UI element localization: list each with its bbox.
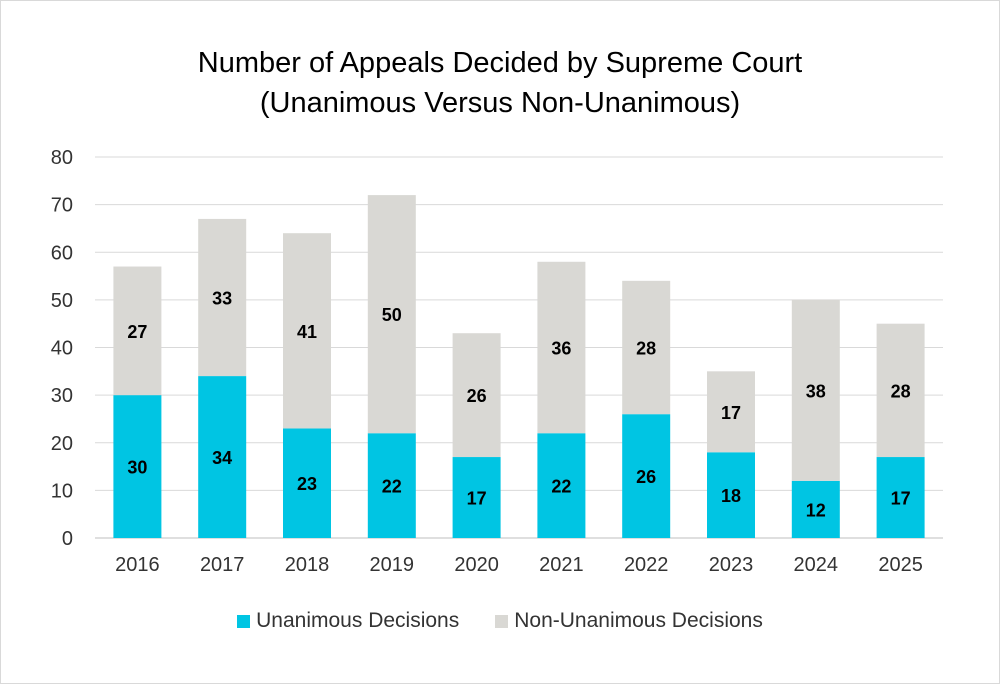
bar-unanimous-2019: [367, 433, 416, 538]
legend-label-non-unanimous: Non-Unanimous Decisions: [514, 609, 763, 632]
bar-unanimous-2017: [198, 376, 247, 538]
bar-non-unanimous-2024: [791, 299, 840, 481]
data-label-non-unanimous-2021: 36: [551, 339, 571, 359]
bar-non-unanimous-2023: [707, 371, 755, 453]
x-tick-label-2017: 2017: [200, 554, 245, 576]
bar-non-unanimous-2020: [452, 333, 501, 458]
data-label-non-unanimous-2016: 27: [127, 322, 147, 342]
x-tick-label-2022: 2022: [624, 554, 669, 576]
data-label-non-unanimous-2022: 28: [636, 339, 656, 359]
bar-unanimous-2018: [283, 428, 331, 538]
x-tick-label-2021: 2021: [539, 554, 584, 576]
data-label-unanimous-2022: 26: [636, 467, 656, 487]
bar-non-unanimous-2021: [537, 261, 586, 434]
y-tick-label-50: 50: [51, 290, 73, 312]
legend-item-non-unanimous: Non-Unanimous Decisions: [495, 609, 763, 633]
x-tick-label-2016: 2016: [115, 554, 160, 576]
x-tick-label-2023: 2023: [709, 554, 754, 576]
chart-subtitle: (Unanimous Versus Non-Unanimous): [259, 87, 741, 119]
legend-item-unanimous: Unanimous Decisions: [237, 609, 459, 633]
y-tick-label-80: 80: [51, 147, 73, 169]
data-label-unanimous-2020: 17: [467, 489, 487, 509]
bar-non-unanimous-2017: [198, 218, 247, 377]
data-label-unanimous-2023: 18: [721, 486, 741, 506]
y-tick-label-60: 60: [51, 242, 73, 264]
bar-unanimous-2023: [707, 452, 755, 538]
data-label-non-unanimous-2025: 28: [891, 381, 911, 401]
bar-non-unanimous-2018: [283, 233, 331, 429]
y-tick-label-0: 0: [62, 528, 73, 550]
data-label-non-unanimous-2017: 33: [212, 288, 232, 308]
bar-unanimous-2024: [791, 480, 840, 538]
data-label-non-unanimous-2019: 50: [382, 305, 402, 325]
bar-non-unanimous-2025: [876, 323, 925, 458]
chart-title: Number of Appeals Decided by Supreme Cou…: [197, 47, 803, 79]
x-tick-label-2020: 2020: [454, 554, 499, 576]
data-label-unanimous-2016: 30: [127, 458, 147, 478]
legend-swatch-unanimous: [237, 614, 251, 628]
chart-legend: Unanimous Decisions Non-Unanimous Decisi…: [0, 609, 1000, 633]
y-tick-label-30: 30: [51, 385, 73, 407]
bar-unanimous-2025: [876, 457, 925, 538]
y-tick-label-10: 10: [51, 480, 73, 502]
data-label-unanimous-2019: 22: [382, 477, 402, 497]
bar-non-unanimous-2016: [113, 266, 162, 396]
y-tick-label-70: 70: [51, 195, 73, 217]
data-label-unanimous-2021: 22: [551, 477, 571, 497]
x-tick-label-2024: 2024: [794, 554, 839, 576]
bar-non-unanimous-2022: [622, 280, 671, 415]
bar-unanimous-2022: [622, 414, 671, 538]
x-tick-label-2018: 2018: [285, 554, 330, 576]
y-tick-label-20: 20: [51, 433, 73, 455]
data-label-non-unanimous-2024: 38: [806, 381, 826, 401]
legend-label-unanimous: Unanimous Decisions: [256, 609, 460, 632]
y-tick-label-40: 40: [51, 338, 73, 360]
x-tick-label-2019: 2019: [370, 554, 415, 576]
data-label-unanimous-2024: 12: [806, 500, 826, 520]
bar-non-unanimous-2019: [367, 195, 416, 434]
bar-unanimous-2020: [452, 457, 501, 538]
bar-unanimous-2021: [537, 433, 586, 538]
bar-unanimous-2016: [113, 395, 162, 538]
data-label-unanimous-2018: 23: [297, 474, 317, 494]
legend-swatch-non-unanimous: [495, 614, 509, 628]
x-tick-label-2025: 2025: [878, 554, 923, 576]
data-label-unanimous-2025: 17: [891, 489, 911, 509]
data-label-non-unanimous-2023: 17: [721, 403, 741, 423]
data-label-unanimous-2017: 34: [212, 448, 232, 468]
data-label-non-unanimous-2020: 26: [467, 386, 487, 406]
data-label-non-unanimous-2018: 41: [297, 322, 317, 342]
